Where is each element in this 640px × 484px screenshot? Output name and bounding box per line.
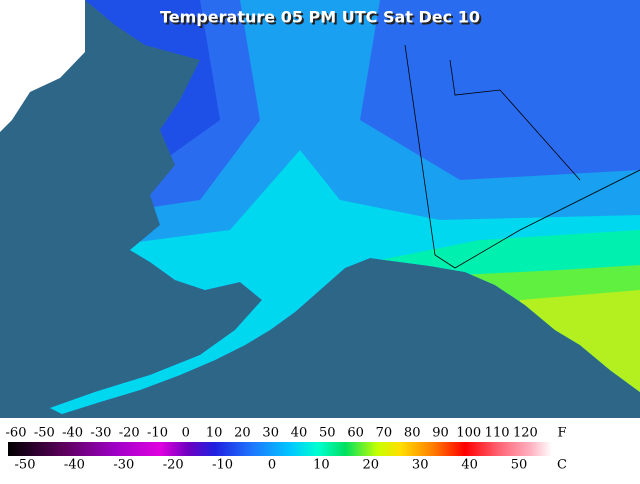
- fahrenheit-label: 30: [262, 426, 279, 441]
- legend: -60 -50 -40 -30 -20 -10 0 10 20 30 40 50 60 70 80 90 100…: [6, 426, 567, 473]
- celsius-label: -10: [212, 458, 233, 473]
- russia: [0, 0, 85, 132]
- fahrenheit-label: -10: [147, 426, 168, 441]
- celsius-label: -50: [15, 458, 36, 473]
- fahrenheit-label: 120: [513, 426, 538, 441]
- celsius-label: 50: [511, 458, 528, 473]
- fahrenheit-label: 90: [432, 426, 449, 441]
- celsius-label: 10: [313, 458, 330, 473]
- fahrenheit-label: -60: [6, 426, 27, 441]
- celsius-label: -40: [64, 458, 85, 473]
- title-shadow: Temperature 05 PM UTC Sat Dec 10: [162, 10, 482, 29]
- fahrenheit-label: 40: [291, 426, 308, 441]
- celsius-label: -30: [113, 458, 134, 473]
- fahrenheit-label: 100: [456, 426, 481, 441]
- title: Temperature 05 PM UTC Sat Dec 10: [160, 8, 480, 27]
- celsius-label: 0: [268, 458, 276, 473]
- fahrenheit-label: -30: [90, 426, 111, 441]
- celsius-unit: C: [557, 458, 567, 473]
- celsius-label: -20: [163, 458, 184, 473]
- fahrenheit-unit: F: [557, 426, 566, 441]
- fahrenheit-label: 20: [234, 426, 251, 441]
- borders: [404, 44, 640, 269]
- fahrenheit-label: 50: [319, 426, 336, 441]
- celsius-label: 40: [461, 458, 478, 473]
- fahrenheit-label: 80: [404, 426, 421, 441]
- fahrenheit-label: -40: [62, 426, 83, 441]
- fahrenheit-label: 10: [206, 426, 223, 441]
- celsius-label: 30: [412, 458, 429, 473]
- fahrenheit-label: 0: [182, 426, 190, 441]
- fahrenheit-label: -20: [119, 426, 140, 441]
- color-bar: [8, 442, 552, 456]
- fahrenheit-label: 60: [347, 426, 364, 441]
- fahrenheit-label: 110: [485, 426, 510, 441]
- celsius-label: 20: [363, 458, 380, 473]
- fahrenheit-label: -50: [34, 426, 55, 441]
- fahrenheit-label: 70: [376, 426, 393, 441]
